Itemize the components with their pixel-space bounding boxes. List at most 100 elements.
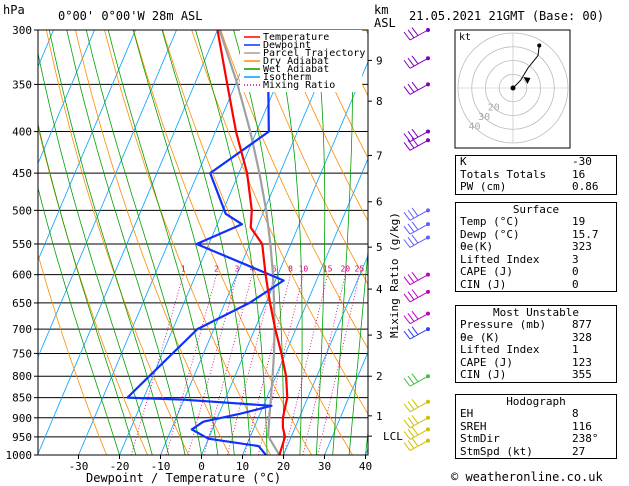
hodo-value: 116 (572, 419, 592, 433)
dry-adiabat (278, 30, 368, 222)
indices-table: K -30 Totals Totals 16 PW (cm) 0.86 (455, 155, 617, 195)
isotherm (38, 30, 136, 262)
mixing-ratio-label: 25 (355, 265, 365, 274)
temp-label: 0 (198, 460, 205, 473)
index-value: -30 (572, 155, 592, 168)
storm-motion-arrow (523, 77, 531, 84)
surface-label: Temp (°C) (460, 215, 520, 228)
mixing-ratio-label: 20 (340, 265, 350, 274)
wind-barb-flag (407, 274, 415, 283)
surface-value: 323 (572, 240, 592, 253)
wet-adiabat (48, 30, 170, 455)
wind-barb-flag (403, 377, 411, 387)
wind-barb-flag (407, 375, 415, 385)
index-value: 16 (572, 167, 586, 181)
isotherm (283, 254, 368, 455)
wind-barb-shaft (409, 274, 429, 286)
pressure-label: 400 (12, 126, 32, 139)
dry-adiabat (249, 30, 368, 286)
surface-label: θe(K) (460, 240, 494, 253)
mixing-ratio-line (317, 274, 360, 455)
wind-barb-shaft (409, 328, 429, 340)
index-row-totals: Totals Totals 16 (456, 167, 616, 182)
wind-barb-flag (411, 399, 419, 408)
mixing-ratio-label: 15 (323, 265, 333, 274)
km-label: 8 (376, 95, 383, 108)
legend-entry: Wet Adiabat (263, 64, 329, 75)
wind-barb-flag (403, 133, 411, 142)
dry-adiabat (75, 30, 230, 455)
wind-barb-flag (403, 239, 411, 248)
wind-barb-shaft (409, 139, 429, 151)
mixing-ratio-axis-title: Mixing Ratio (g/kg) (388, 212, 401, 338)
index-label: PW (cm) (460, 180, 507, 193)
hodograph-table: Hodograph EH 8 SREH 116 StmDir 238° StmSpd … (455, 394, 617, 459)
dry-adiabat (191, 30, 368, 415)
plot-frame (37, 29, 369, 456)
wind-barb-shaft (409, 291, 429, 303)
pressure-label: 850 (12, 392, 32, 405)
surface-value: 19 (572, 215, 586, 228)
pressure-axis: 300 350 400 450 500 550 600 650 700 750 800 850 900 9… (6, 24, 38, 462)
wind-barb-flag (411, 81, 419, 91)
mixing-ratio-label: 3 (235, 265, 240, 274)
mixing-ratio-labels: 1 2 3 4 6 8 10 15 20 25 (181, 265, 364, 274)
mixing-ratio-line (227, 274, 275, 455)
temp-label: -10 (151, 460, 171, 473)
wind-barb-flag (407, 291, 415, 301)
km-unit-label: km (374, 3, 388, 17)
wind-barb-flag (403, 315, 411, 324)
mu-label: CAPE (J) (460, 355, 513, 369)
copyright: © weatheronline.co.uk (451, 470, 603, 484)
profile-parcel-trajectory (218, 30, 281, 455)
km-label: 4 (376, 283, 383, 296)
wind-barb-flag (407, 428, 415, 438)
mixing-ratio-line (257, 274, 304, 455)
km-label: 2 (376, 370, 383, 383)
wind-barb-flag (411, 437, 419, 447)
pressure-label: 700 (12, 323, 32, 336)
profile-dewpoint (126, 30, 285, 455)
wind-barb-flag (411, 415, 419, 424)
surface-title: Surface (512, 203, 560, 216)
profile-temperature (216, 30, 289, 455)
temp-label: 20 (277, 460, 290, 473)
dry-adiabat (38, 125, 148, 455)
wind-barb-flag (411, 426, 419, 436)
wind-barb-shaft (409, 131, 429, 142)
wind-barb-flag (403, 212, 411, 221)
wind-barb-flag (407, 131, 415, 140)
wind-barb-flag (411, 137, 419, 147)
km-label: 3 (376, 329, 383, 342)
wind-barb-shaft (409, 209, 429, 221)
wind-barb-flag (403, 431, 411, 440)
wind-barb-flag (411, 310, 419, 320)
isotherm (38, 30, 218, 455)
legend-entry: Dewpoint (263, 40, 311, 51)
wind-barb-flag (407, 139, 415, 149)
wind-barb-flag (411, 373, 419, 383)
mixing-ratio-line (130, 274, 184, 455)
wet-adiabat (132, 30, 235, 455)
wind-barb-shaft (409, 428, 429, 440)
dry-adiabat (46, 30, 189, 455)
km-label: 6 (376, 196, 383, 209)
mixing-ratio-label: 4 (250, 265, 255, 274)
wind-barb-flag (411, 27, 419, 36)
wind-barb-shaft (409, 401, 429, 413)
wind-barb-flag (407, 440, 415, 449)
index-label: Totals Totals (460, 167, 547, 181)
temp-label: 10 (236, 460, 249, 473)
wind-barb-flag (403, 86, 411, 95)
pressure-label: 650 (12, 297, 32, 310)
wind-barb-flag (403, 225, 411, 235)
isotherm (324, 351, 368, 455)
wet-adiabat (38, 186, 120, 455)
isotherm (38, 30, 95, 165)
x-axis-title: Dewpoint / Temperature (°C) (86, 471, 281, 485)
pressure-label: 350 (12, 78, 32, 91)
km-label: 9 (376, 54, 383, 67)
